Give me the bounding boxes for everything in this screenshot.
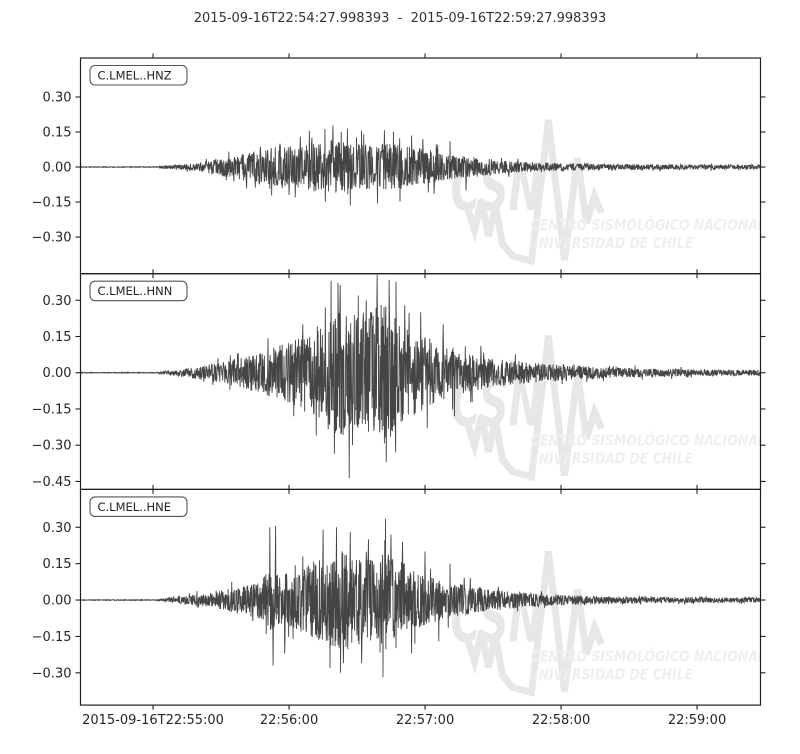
y-tick-label: −0.30 bbox=[32, 666, 72, 681]
y-tick-label: 0.15 bbox=[43, 126, 72, 141]
watermark-seismic-logo bbox=[464, 335, 605, 482]
y-tick-label: −0.15 bbox=[32, 196, 72, 211]
y-tick-label: 0.30 bbox=[43, 90, 72, 105]
waveform-trace-hnn bbox=[80, 274, 761, 479]
watermark-line2: UNIVERSIDAD DE CHILE bbox=[529, 666, 694, 683]
figure-title: 2015-09-16T22:54:27.998393 - 2015-09-16T… bbox=[193, 11, 607, 26]
watermark-line2: UNIVERSIDAD DE CHILE bbox=[529, 235, 694, 252]
channel-label: C.LMEL..HNE bbox=[98, 500, 172, 514]
y-tick-label: −0.45 bbox=[32, 475, 72, 490]
y-tick-label: 0.15 bbox=[43, 330, 72, 345]
waveform-trace-hne bbox=[80, 518, 761, 678]
waveform-trace-hnz bbox=[80, 125, 761, 206]
y-tick-label: 0.30 bbox=[43, 294, 72, 309]
watermark-seismic-logo bbox=[464, 119, 605, 266]
y-tick-label: −0.15 bbox=[32, 630, 72, 645]
channel-label-box bbox=[89, 64, 188, 86]
y-tick-label: 0.15 bbox=[43, 557, 72, 572]
channel-label-box bbox=[89, 280, 188, 302]
y-tick-label: 0.00 bbox=[43, 594, 72, 609]
channel-label: C.LMEL..HNN bbox=[98, 284, 173, 298]
x-tick-label: 22:58:00 bbox=[532, 713, 590, 728]
panel-border bbox=[79, 488, 762, 706]
y-tick-label: 0.00 bbox=[43, 366, 72, 381]
x-tick-label: 22:59:00 bbox=[668, 713, 726, 728]
watermark-line2: UNIVERSIDAD DE CHILE bbox=[529, 451, 694, 468]
y-tick-label: −0.30 bbox=[32, 439, 72, 454]
watermark-line1: CENTRO SISMOLÓGICO NACIONAL bbox=[531, 646, 766, 666]
watermark-seismic-logo bbox=[464, 550, 605, 697]
watermark-line1: CENTRO SISMOLÓGICO NACIONAL bbox=[531, 215, 766, 235]
y-tick-label: −0.15 bbox=[32, 402, 72, 417]
y-tick-label: 0.30 bbox=[43, 521, 72, 536]
x-tick-label: 22:56:00 bbox=[260, 713, 318, 728]
channel-label: C.LMEL..HNZ bbox=[98, 69, 172, 83]
y-tick-label: 0.00 bbox=[43, 161, 72, 176]
watermark-line1: CENTRO SISMOLÓGICO NACIONAL bbox=[531, 430, 766, 450]
y-tick-label: −0.30 bbox=[32, 231, 72, 246]
x-tick-label: 2015-09-16T22:55:00 bbox=[82, 713, 224, 728]
x-tick-label: 22:57:00 bbox=[396, 713, 454, 728]
channel-label-box bbox=[89, 496, 188, 517]
